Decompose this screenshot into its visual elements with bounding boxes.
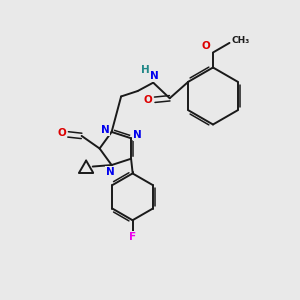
Text: N: N xyxy=(106,167,115,177)
Text: O: O xyxy=(57,128,66,138)
Text: F: F xyxy=(129,232,136,242)
Text: O: O xyxy=(144,95,152,105)
Text: N: N xyxy=(150,71,158,81)
Text: CH₃: CH₃ xyxy=(232,36,250,45)
Text: O: O xyxy=(201,41,210,51)
Text: H: H xyxy=(141,65,149,75)
Text: N: N xyxy=(100,125,109,136)
Text: N: N xyxy=(133,130,142,140)
